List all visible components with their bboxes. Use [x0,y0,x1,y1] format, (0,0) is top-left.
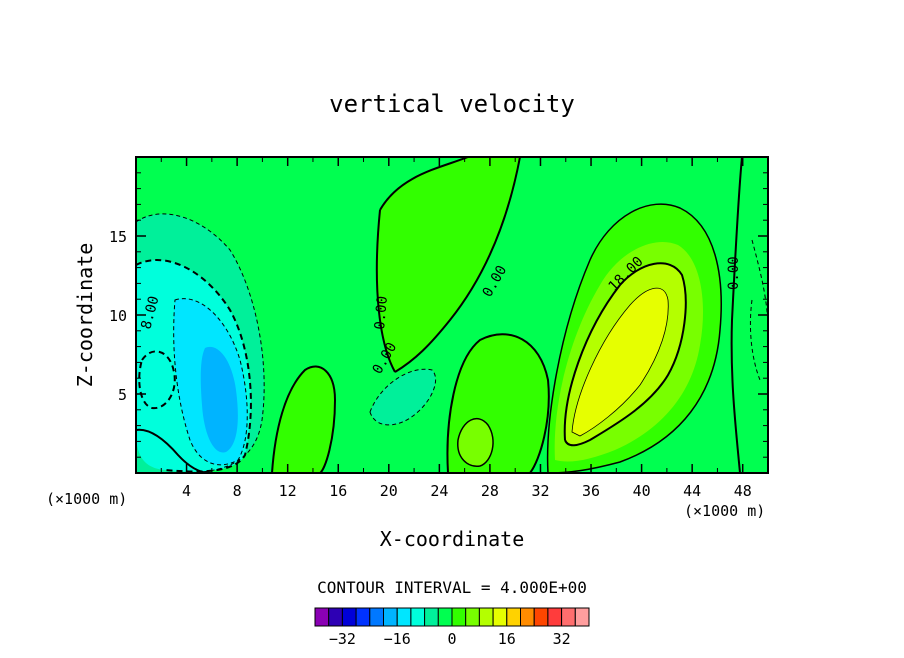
positive-contour-line [563,262,687,447]
zero-contour-line [271,365,337,473]
y-tick-label: 5 [118,386,127,404]
colorbar-swatch [465,607,480,627]
colorbar-swatch [520,607,535,627]
zero-contour-line [546,203,722,473]
colorbar-swatch [478,607,494,627]
colorbar-swatch [533,607,549,627]
x-tick-label: 44 [683,482,701,500]
y-axis-label: Z-coordinate [73,243,97,388]
zero-contour-line [375,157,521,373]
x-tick-label: 40 [633,482,651,500]
zero-contour-line [446,333,550,473]
colorbar-swatch [506,607,521,627]
colorbar-swatch [314,607,330,627]
colorbar: −32 −16 0 16 32 [314,607,590,648]
x-tick-label: 36 [582,482,600,500]
positive-contour-line [571,287,669,437]
negative-contour-line [136,213,265,473]
x-tick-label: 32 [531,482,549,500]
weak-downdraft-region [370,369,436,425]
colorbar-tick-label: −16 [384,630,411,648]
plot-area: 8.00 0.00 0.00 0.00 18.00 0.00 [136,157,768,473]
negative-contour-line [173,298,248,466]
colorbar-swatch [383,607,398,627]
y-axis: 5 10 15 [109,172,768,458]
colorbar-swatch [451,607,467,627]
negative-contour-line [369,368,437,426]
x-axis: 4 8 12 16 20 24 28 32 36 40 44 48 [160,157,752,500]
colorbar-tick-label: 16 [498,630,516,648]
y-units-label: (×1000 m) [684,502,765,520]
y-tick-label: 10 [109,307,127,325]
x-tick-label: 8 [233,482,242,500]
colorbar-swatch [424,607,439,627]
y-tick-label: 15 [109,228,127,246]
updraft-core [572,288,669,436]
colorbar-swatch [547,607,563,627]
chart-title: vertical velocity [329,90,575,118]
negative-contour-line [138,350,176,410]
colorbar-swatch [561,607,576,627]
positive-contour-line [457,418,494,467]
x-tick-label: 24 [430,482,448,500]
colorbar-swatch [396,607,412,627]
x-axis-label: X-coordinate [380,527,525,551]
x-tick-label: 16 [329,482,347,500]
colorbar-swatch [328,607,343,627]
colorbar-swatch [369,607,384,627]
x-units-label: (×1000 m) [46,490,127,508]
negative-contour-line [749,239,768,381]
negative-contour-line [136,259,252,473]
contour-interval-text: CONTOUR INTERVAL = 4.000E+00 [317,578,587,597]
weak-updraft-region [272,366,335,473]
contour-label: 0.00 [726,256,742,290]
colorbar-tick-label: 0 [447,630,456,648]
colorbar-swatch [492,607,508,627]
colorbar-swatch [355,607,371,627]
x-tick-label: 48 [734,482,752,500]
colorbar-swatch [437,607,453,627]
downdraft-core [200,346,238,453]
upper-band-region [376,157,520,372]
zero-contour-line [730,157,743,473]
x-tick-label: 28 [481,482,499,500]
colorbar-swatch [574,607,590,627]
colorbar-tick-label: 32 [553,630,571,648]
weak-updraft-core-2 [457,418,494,467]
colorbar-swatch [410,607,426,627]
contour-label: 0.00 [372,295,391,330]
x-tick-label: 20 [380,482,398,500]
colorbar-swatch [341,607,357,627]
x-tick-label: 12 [279,482,297,500]
colorbar-tick-label: −32 [329,630,356,648]
x-tick-label: 4 [182,482,191,500]
